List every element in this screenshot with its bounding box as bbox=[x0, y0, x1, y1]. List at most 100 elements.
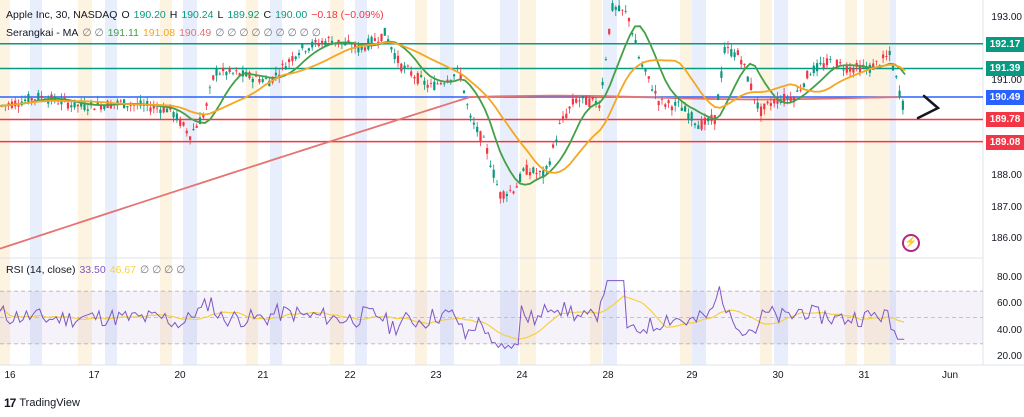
time-tick-label: Jun bbox=[941, 370, 959, 381]
candle-body bbox=[594, 101, 598, 105]
candle-body bbox=[895, 75, 898, 78]
candle-body bbox=[165, 108, 169, 113]
session-bands bbox=[0, 0, 896, 365]
candle-body bbox=[637, 57, 640, 59]
candle-body bbox=[317, 43, 320, 46]
candle-body bbox=[208, 87, 211, 89]
rsi-indicator-name[interactable]: RSI (14, close) bbox=[6, 264, 76, 276]
candle-body bbox=[33, 99, 37, 101]
candle-body bbox=[261, 79, 264, 83]
candle-body bbox=[829, 58, 832, 60]
candle-body bbox=[66, 102, 70, 109]
ma-mid-line bbox=[0, 41, 906, 174]
session-band bbox=[78, 0, 92, 365]
candle-body bbox=[835, 59, 838, 69]
candle-body bbox=[192, 129, 195, 131]
rsi-tick-label: 80.00 bbox=[996, 272, 1022, 283]
candle-body bbox=[898, 90, 901, 97]
candle-body bbox=[565, 113, 568, 119]
candle-body bbox=[575, 98, 578, 103]
candle-body bbox=[360, 46, 363, 50]
candle-body bbox=[406, 65, 409, 67]
candle-body bbox=[888, 50, 891, 56]
candle-body bbox=[717, 94, 720, 101]
rsi-tick-label: 20.00 bbox=[996, 351, 1022, 362]
close-value: 190.00 bbox=[275, 9, 308, 21]
ma-indicator-name[interactable]: Serangkai - MA bbox=[6, 27, 79, 39]
candle-body bbox=[27, 94, 30, 104]
candle-body bbox=[882, 54, 885, 59]
session-band bbox=[105, 0, 117, 365]
candle-body bbox=[215, 69, 218, 76]
candle-body bbox=[664, 104, 667, 107]
candle-body bbox=[403, 65, 406, 69]
price-tick-label: 187.00 bbox=[991, 201, 1022, 213]
candle-body bbox=[568, 106, 571, 109]
candle-body bbox=[482, 136, 485, 138]
candle-body bbox=[377, 41, 380, 44]
price-level-tag: 190.49 bbox=[986, 89, 1024, 105]
session-band bbox=[30, 0, 42, 365]
session-band bbox=[500, 0, 518, 365]
session-band bbox=[890, 0, 896, 365]
candle-body bbox=[548, 161, 551, 165]
symbol-title[interactable]: Apple Inc, 30, NASDAQ bbox=[6, 9, 118, 21]
candle-body bbox=[783, 93, 786, 102]
candle-body bbox=[248, 72, 251, 79]
candle-body bbox=[499, 192, 502, 199]
low-value: 189.92 bbox=[227, 9, 260, 21]
candle-body bbox=[198, 117, 202, 125]
tradingview-brand[interactable]: 17 TradingView bbox=[4, 396, 80, 410]
candle-body bbox=[697, 125, 700, 129]
candle-body bbox=[885, 56, 888, 57]
candle-body bbox=[149, 107, 152, 112]
candle-body bbox=[753, 98, 756, 100]
candle-body bbox=[228, 68, 231, 72]
candle-body bbox=[156, 107, 159, 109]
candle-body bbox=[126, 106, 129, 108]
candle-body bbox=[604, 59, 607, 60]
candle-body bbox=[832, 67, 835, 69]
high-value: 190.24 bbox=[181, 9, 214, 21]
time-tick-label: 31 bbox=[858, 370, 870, 381]
candle-body bbox=[225, 71, 228, 76]
candle-body bbox=[218, 73, 221, 75]
candle-body bbox=[726, 47, 730, 48]
candle-body bbox=[684, 106, 687, 112]
candle-body bbox=[627, 18, 631, 22]
candle-body bbox=[690, 112, 693, 121]
candle-body bbox=[759, 106, 763, 117]
candle-body bbox=[238, 73, 241, 76]
candle-body bbox=[693, 123, 697, 126]
candle-body bbox=[525, 164, 528, 175]
candle-body bbox=[327, 36, 330, 38]
candle-body bbox=[687, 113, 690, 120]
candle-body bbox=[281, 63, 284, 65]
candle-body bbox=[416, 73, 419, 84]
candle-body bbox=[383, 27, 386, 36]
candle-body bbox=[618, 5, 621, 12]
candle-body bbox=[86, 109, 89, 111]
candle-body bbox=[766, 101, 769, 104]
candle-body bbox=[129, 105, 132, 106]
time-tick-label: 28 bbox=[602, 370, 614, 381]
ma-value-2: 191.08 bbox=[142, 27, 176, 39]
price-level-tag: 189.08 bbox=[986, 134, 1024, 150]
indicator-lightning-icon[interactable]: ⚡ bbox=[902, 234, 920, 252]
candle-body bbox=[796, 90, 799, 92]
candle-body bbox=[195, 125, 198, 128]
candle-body bbox=[205, 103, 208, 107]
candle-body bbox=[162, 106, 165, 113]
candle-body bbox=[571, 98, 574, 105]
candle-body bbox=[50, 94, 53, 102]
candle-body bbox=[492, 169, 495, 178]
candle-body bbox=[363, 47, 367, 51]
candle-body bbox=[324, 41, 327, 46]
candle-body bbox=[152, 105, 155, 109]
candle-body bbox=[99, 104, 103, 110]
candle-body bbox=[423, 80, 426, 85]
candle-body bbox=[786, 97, 789, 99]
candle-body bbox=[40, 95, 43, 99]
